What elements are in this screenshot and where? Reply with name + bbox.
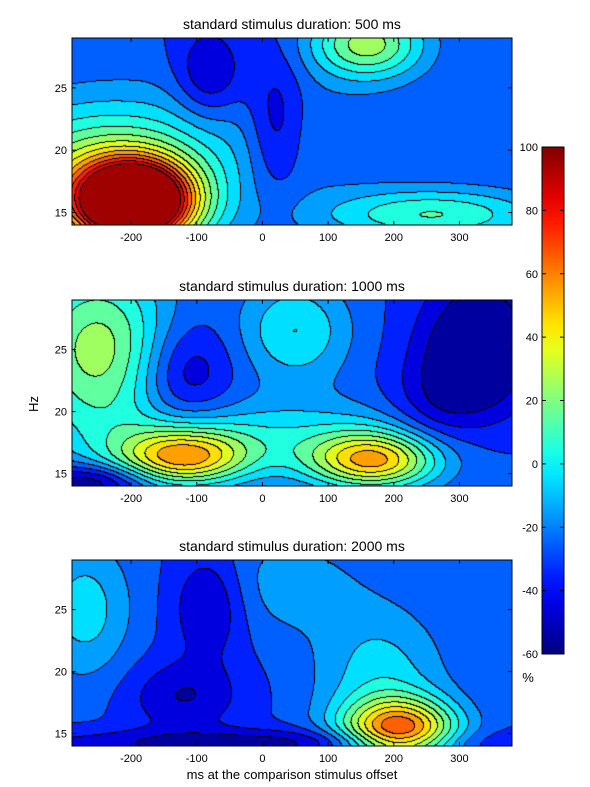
x-tick-label: -200 [120, 493, 142, 505]
colorbar-tick-label: 20 [526, 396, 538, 408]
heatmap-panel-3: standard stimulus duration: 2000 ms -200 -… [55, 538, 513, 782]
contour-fill [72, 300, 512, 486]
x-tick-label: 0 [259, 232, 265, 244]
colorbar-tick-label: -20 [522, 522, 538, 534]
y-tick-label: 25 [55, 83, 67, 95]
y-tick-label: 25 [55, 345, 67, 357]
contour-fill [72, 38, 512, 225]
colorbar-tick-label: -40 [522, 586, 538, 598]
plot-frame [71, 559, 513, 747]
panel-title: standard stimulus duration: 500 ms [183, 16, 401, 32]
x-tick-label: 100 [319, 753, 337, 765]
x-tick-label: -200 [120, 232, 142, 244]
x-tick-label: 200 [385, 232, 403, 244]
y-tick-label: 20 [55, 145, 67, 157]
x-tick-label: -200 [120, 753, 142, 765]
x-tick-label: 0 [259, 753, 265, 765]
colorbar-unit-label: % [522, 670, 534, 685]
colorbar-tick-label: 60 [526, 269, 538, 281]
y-tick-label: 20 [55, 407, 67, 419]
y-tick-label: 15 [55, 469, 67, 481]
x-tick-label: -100 [186, 493, 208, 505]
x-tick-label: -100 [186, 232, 208, 244]
colorbar-tick-label: 0 [532, 459, 538, 471]
x-tick-label: 200 [385, 493, 403, 505]
panel-title: standard stimulus duration: 1000 ms [179, 278, 405, 294]
x-tick-label: 100 [319, 493, 337, 505]
y-tick-label: 15 [55, 208, 67, 220]
x-tick-label: -100 [186, 753, 208, 765]
panel-title: standard stimulus duration: 2000 ms [179, 538, 405, 554]
contour-fill [72, 560, 512, 746]
x-tick-label: 200 [385, 753, 403, 765]
colorbar-tick-label: -60 [522, 649, 538, 661]
colorbar: -60 -40 -20 0 20 40 60 80 100% [520, 142, 565, 685]
colorbar-tick-label: 100 [520, 142, 538, 154]
x-tick-label: 100 [319, 232, 337, 244]
heatmap-panel-2: standard stimulus duration: 1000 ms -200 -… [55, 278, 513, 505]
y-axis-label: Hz [26, 396, 41, 412]
x-tick-label: 300 [450, 753, 468, 765]
y-tick-label: 15 [55, 729, 67, 741]
plot-frame [71, 299, 513, 487]
plot-frame [71, 37, 513, 226]
colorbar-tick-label: 80 [526, 205, 538, 217]
y-tick-label: 25 [55, 605, 67, 617]
x-tick-label: 0 [259, 493, 265, 505]
colorbar-tick-label: 40 [526, 332, 538, 344]
heatmap-panel-1: standard stimulus duration: 500 ms -200 -1… [55, 16, 513, 244]
x-tick-label: 300 [450, 493, 468, 505]
x-tick-label: 300 [450, 232, 468, 244]
x-axis-label: ms at the comparison stimulus offset [187, 767, 398, 782]
y-tick-label: 20 [55, 667, 67, 679]
